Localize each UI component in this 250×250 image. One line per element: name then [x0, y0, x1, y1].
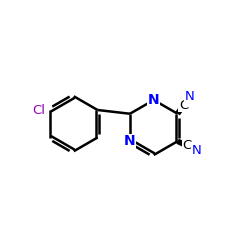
Text: Cl: Cl — [32, 104, 45, 117]
Text: N: N — [185, 90, 195, 103]
Text: C: C — [182, 139, 192, 152]
Text: N: N — [192, 144, 202, 157]
Text: N: N — [124, 134, 136, 148]
Text: N: N — [148, 93, 160, 107]
Text: C: C — [179, 98, 188, 112]
